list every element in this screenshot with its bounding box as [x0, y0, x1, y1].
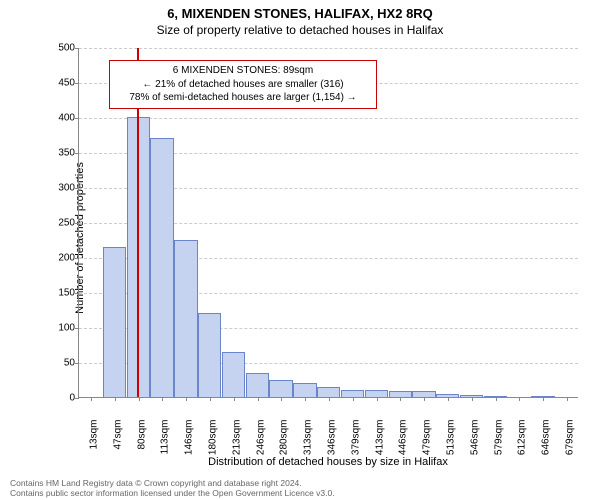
x-tick-mark [377, 397, 378, 401]
x-tick-mark [91, 397, 92, 401]
x-tick-mark [305, 397, 306, 401]
y-tick-mark [75, 363, 79, 364]
x-tick-mark [139, 397, 140, 401]
y-tick-label: 450 [49, 78, 75, 89]
x-tick-mark [210, 397, 211, 401]
y-tick-label: 200 [49, 253, 75, 264]
x-tick-mark [472, 397, 473, 401]
y-tick-mark [75, 223, 79, 224]
x-tick-mark [543, 397, 544, 401]
y-tick-mark [75, 83, 79, 84]
x-tick-mark [258, 397, 259, 401]
histogram-bar [150, 138, 173, 397]
y-tick-label: 150 [49, 288, 75, 299]
histogram-bar [341, 390, 364, 397]
histogram-bar [222, 352, 245, 398]
x-tick-mark [567, 397, 568, 401]
x-tick-mark [186, 397, 187, 401]
histogram-bar [246, 373, 269, 398]
info-line-2: ← 21% of detached houses are smaller (31… [118, 78, 368, 92]
y-tick-label: 350 [49, 148, 75, 159]
y-tick-mark [75, 293, 79, 294]
x-tick-mark [281, 397, 282, 401]
y-tick-mark [75, 258, 79, 259]
x-tick-mark [400, 397, 401, 401]
x-tick-mark [496, 397, 497, 401]
y-tick-mark [75, 398, 79, 399]
y-tick-mark [75, 188, 79, 189]
page-subtitle: Size of property relative to detached ho… [0, 21, 600, 41]
histogram-bar [174, 240, 197, 398]
page-title: 6, MIXENDEN STONES, HALIFAX, HX2 8RQ [0, 0, 600, 21]
x-tick-mark [234, 397, 235, 401]
histogram-bar [269, 380, 292, 398]
x-tick-mark [424, 397, 425, 401]
histogram-bar [293, 383, 316, 397]
x-tick-mark [329, 397, 330, 401]
y-tick-mark [75, 328, 79, 329]
x-tick-mark [353, 397, 354, 401]
y-tick-label: 0 [49, 393, 75, 404]
y-tick-label: 500 [49, 43, 75, 54]
grid-line [79, 118, 578, 119]
footer-line-1: Contains HM Land Registry data © Crown c… [10, 478, 590, 488]
histogram-bar [198, 313, 221, 397]
x-tick-mark [115, 397, 116, 401]
y-tick-label: 400 [49, 113, 75, 124]
histogram-bar [365, 390, 388, 397]
info-line-3: 78% of semi-detached houses are larger (… [118, 91, 368, 105]
y-tick-label: 100 [49, 323, 75, 334]
y-tick-label: 50 [49, 358, 75, 369]
y-tick-mark [75, 48, 79, 49]
info-line-1: 6 MIXENDEN STONES: 89sqm [118, 64, 368, 78]
y-tick-label: 300 [49, 183, 75, 194]
footer: Contains HM Land Registry data © Crown c… [10, 478, 590, 498]
y-tick-mark [75, 118, 79, 119]
plot-area: 05010015020025030035040045050013sqm47sqm… [78, 48, 578, 398]
y-tick-mark [75, 153, 79, 154]
chart-container: Number of detached properties 0501001502… [48, 48, 578, 428]
grid-line [79, 48, 578, 49]
info-box: 6 MIXENDEN STONES: 89sqm ← 21% of detach… [109, 60, 377, 109]
x-tick-mark [519, 397, 520, 401]
x-tick-mark [448, 397, 449, 401]
x-tick-mark [162, 397, 163, 401]
histogram-bar [103, 247, 126, 398]
histogram-bar [317, 387, 340, 398]
y-tick-label: 250 [49, 218, 75, 229]
footer-line-2: Contains public sector information licen… [10, 488, 590, 498]
